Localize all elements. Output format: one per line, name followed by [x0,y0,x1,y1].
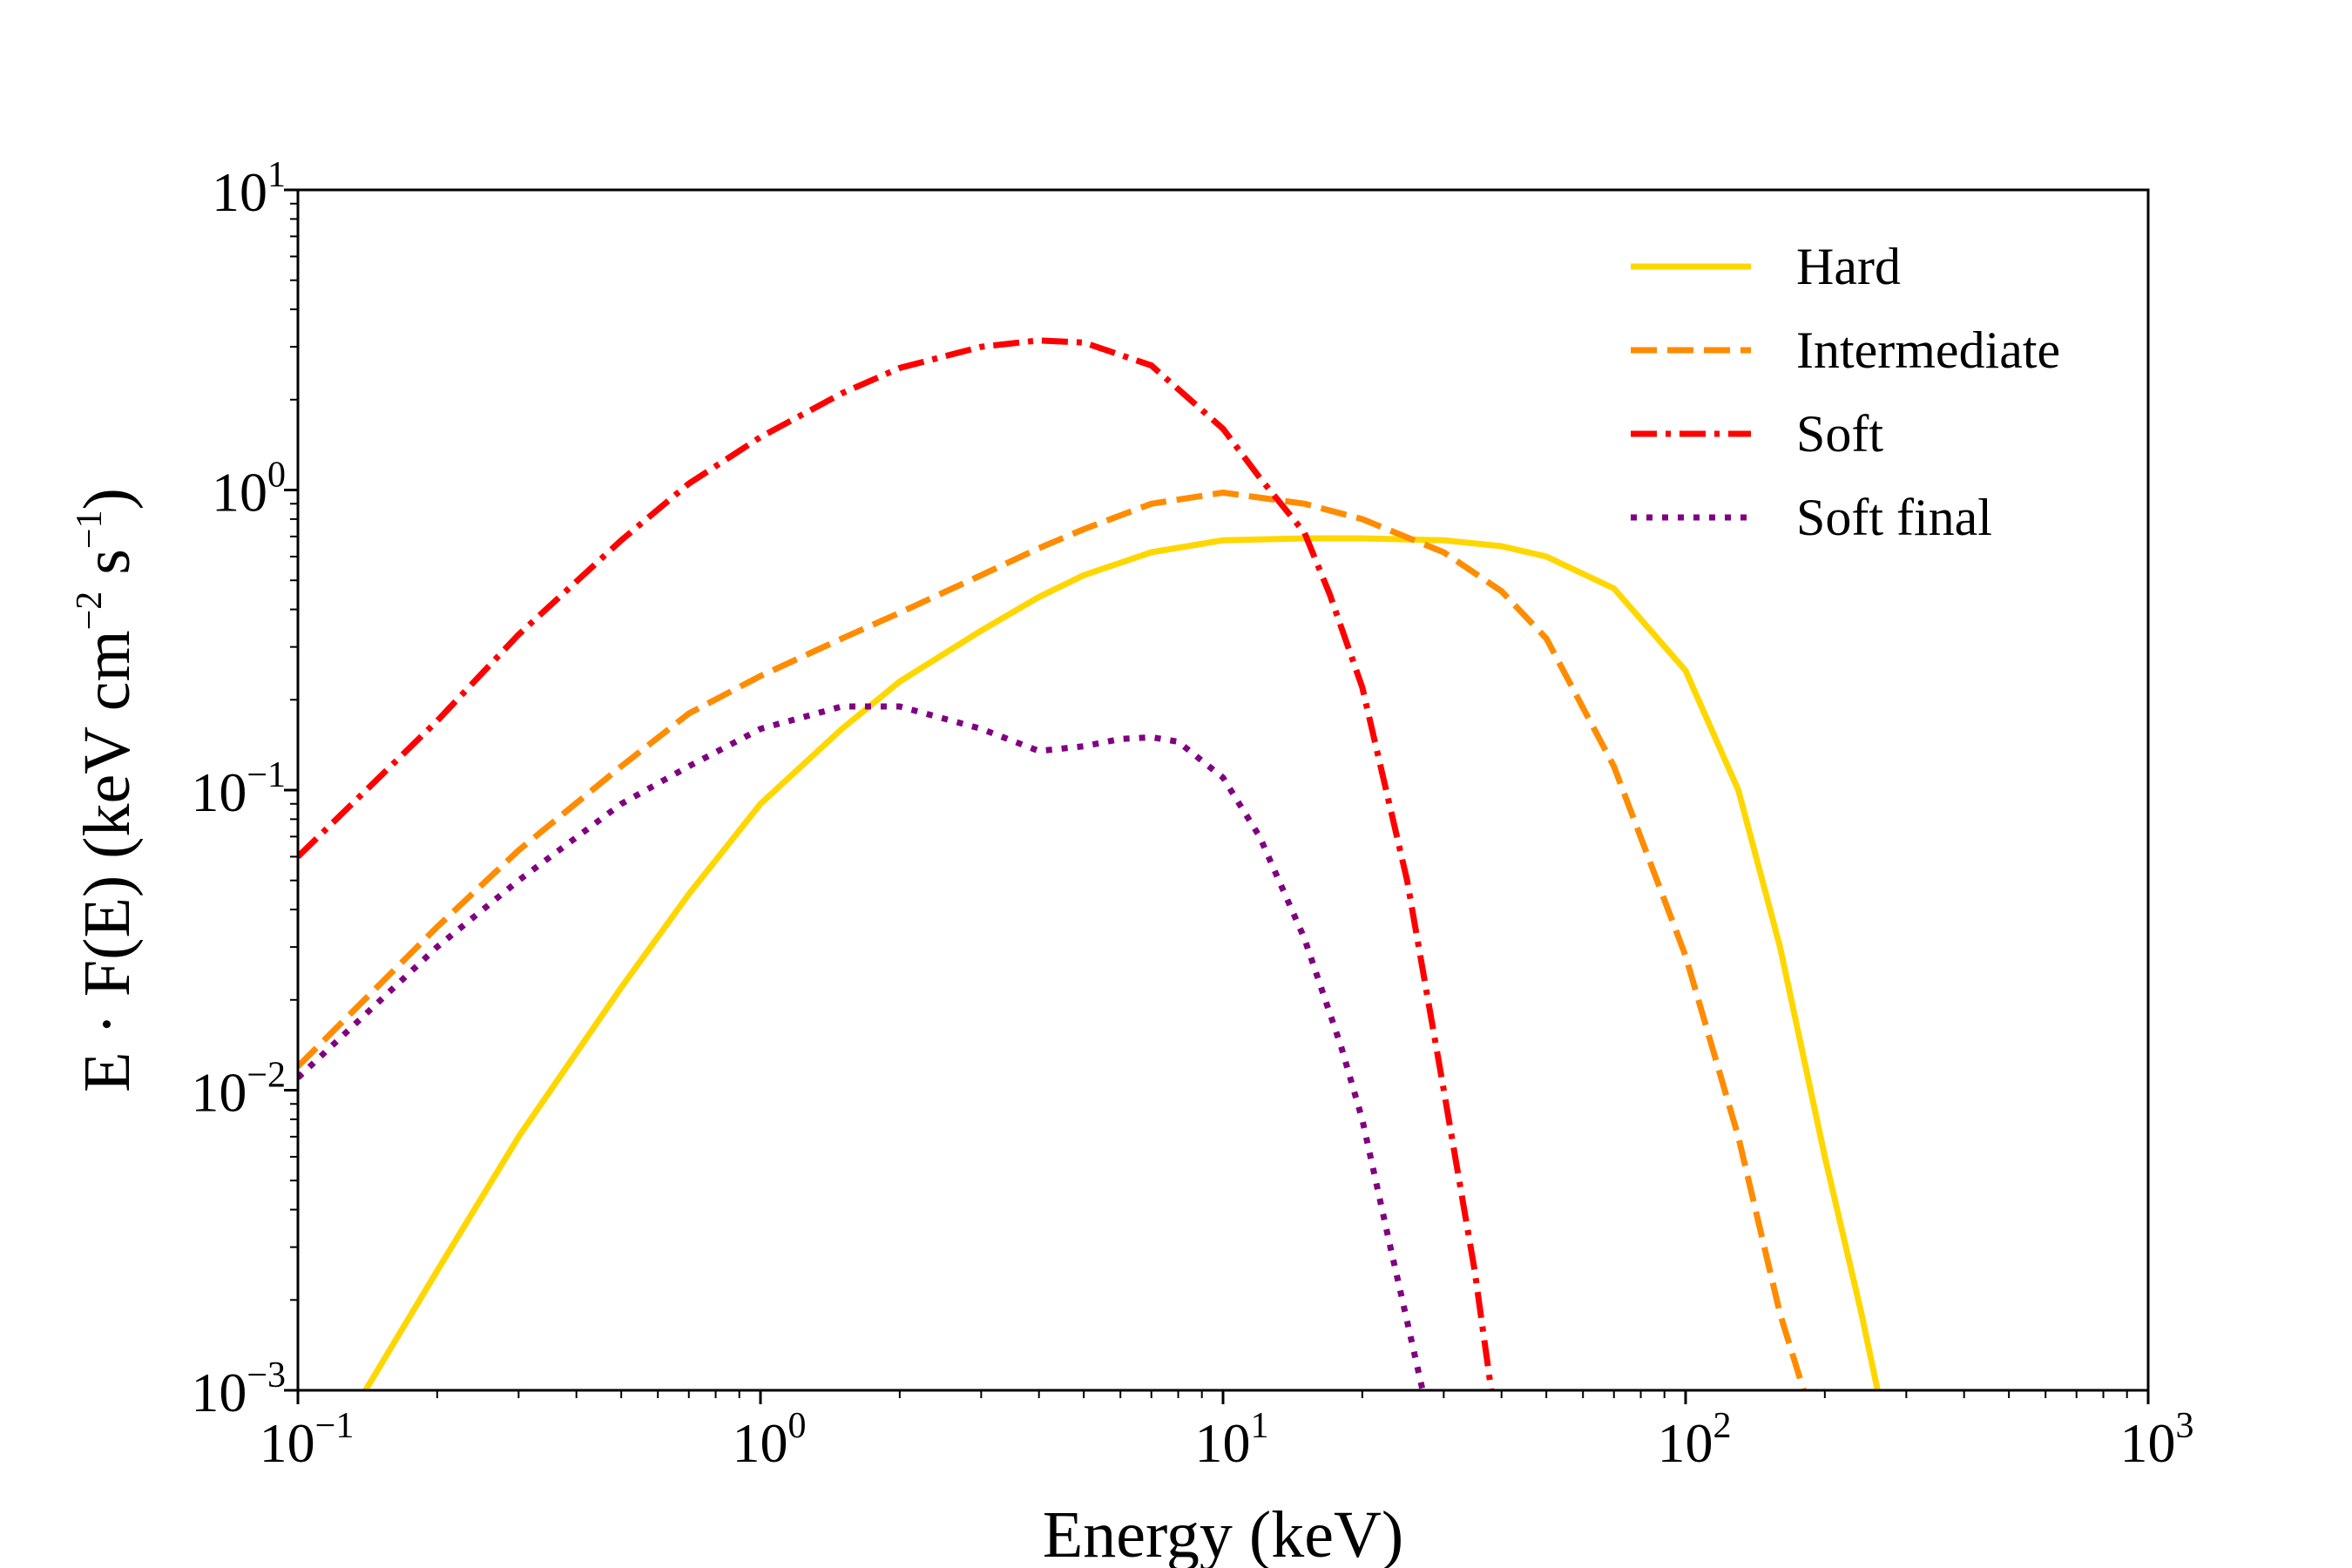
y-tick-label-base: 10 [212,161,267,223]
y-tick-label: 101 [212,155,286,223]
x-tick-label-base: 10 [1195,1412,1251,1474]
x-tick-label-base: 10 [733,1412,788,1474]
legend-label-1: Intermediate [1796,321,2060,379]
x-tick-label: 100 [733,1406,807,1474]
x-tick-label: 103 [2120,1406,2194,1474]
legend: Hard Intermediate Soft Soft final [1631,238,2060,546]
y-axis-label-sup1: −2 [70,591,110,631]
y-tick-label: 10−3 [191,1355,286,1423]
legend-label-0: Hard [1796,238,1901,295]
y-axis-label-prefix: E · F(E) (keV cm [71,630,144,1092]
x-tick-label-exp: 2 [1713,1406,1732,1446]
x-axis-label: Energy (keV) [1043,1498,1403,1568]
y-tick-label-base: 10 [212,462,267,524]
x-tick-label: 10−1 [260,1406,355,1474]
x-tick-label-base: 10 [1658,1412,1713,1474]
x-tick-label-exp: 0 [788,1406,807,1446]
x-tick-label: 101 [1195,1406,1269,1474]
y-tick-label-exp: −1 [247,755,286,795]
series-line-1 [298,490,1807,1390]
legend-label-3: Soft final [1796,489,1992,546]
series-line-3 [298,703,1426,1390]
y-tick-label: 10−1 [191,755,286,823]
legend-label-2: Soft [1796,405,1883,463]
y-tick-label-base: 10 [191,1062,247,1124]
y-tick-label-base: 10 [191,761,247,823]
y-tick-label-exp: −3 [247,1355,286,1396]
x-tick-label-exp: 3 [2176,1406,2194,1446]
y-axis-label-mid: s [71,549,144,591]
y-tick-label-base: 10 [191,1362,247,1423]
x-tick-label-exp: 1 [1251,1406,1269,1446]
y-tick-label: 10−2 [191,1056,286,1124]
series-line-0 [362,535,1881,1390]
y-tick-label: 100 [212,456,286,524]
y-axis-label: E · F(E) (keV cm−2 s−1) [70,488,144,1092]
x-tick-label-base: 10 [260,1412,315,1474]
y-tick-label-exp: 1 [267,155,286,195]
x-tick-label-exp: −1 [315,1406,355,1446]
y-axis-label-suffix: ) [71,488,144,510]
x-tick-label: 102 [1658,1406,1732,1474]
x-tick-label-base: 10 [2120,1412,2176,1474]
y-tick-label-exp: 0 [267,456,286,496]
series-layer [298,337,1881,1390]
series-line-2 [298,337,1495,1390]
y-axis-label-sup2: −1 [70,510,110,549]
y-tick-label-exp: −2 [247,1056,286,1096]
